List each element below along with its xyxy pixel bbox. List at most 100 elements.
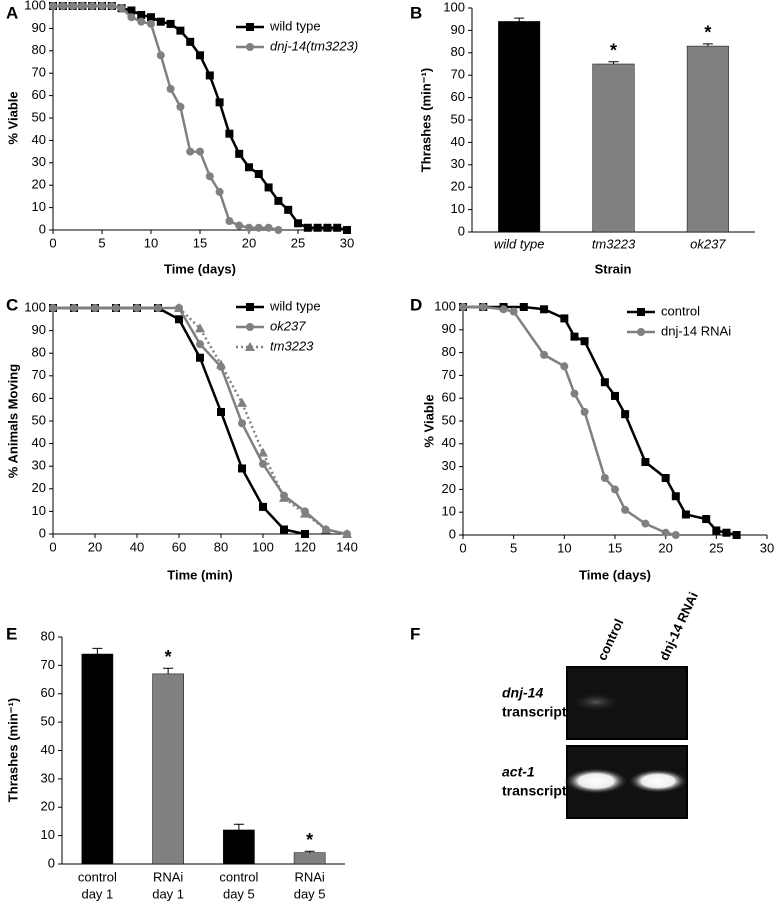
marker [274,226,283,234]
y-tick-label: 10 [41,827,55,842]
error-bar [304,850,315,853]
marker [68,2,77,10]
marker [641,519,650,528]
marker [580,337,589,346]
significance-marker: * [704,23,711,43]
marker [509,307,518,316]
y-tick-label: 50 [32,412,46,427]
marker [88,2,97,10]
x-tick-label: 20 [88,539,102,554]
x-tick-label: control [219,869,258,884]
y-tick-label: 0 [449,526,456,541]
y-tick-label: 100 [24,299,46,314]
y-tick-label: 90 [451,22,465,37]
x-axis-title: Time (min) [167,567,233,582]
bar [81,653,114,865]
bar [223,829,255,865]
marker [156,51,165,60]
marker [323,223,332,232]
marker [600,378,609,387]
marker [280,525,288,534]
y-tick-label: 20 [451,179,465,194]
marker [274,196,283,205]
series-line [463,305,737,537]
marker [196,353,204,362]
x-tick-label: 5 [98,235,105,250]
marker [671,492,680,501]
y-tick-label: 50 [451,111,465,126]
series-line [53,306,306,536]
marker [196,147,204,156]
marker [279,492,289,502]
marker [195,323,205,333]
marker [264,223,273,232]
marker [147,19,155,28]
marker [217,407,225,416]
y-tick-label: 80 [32,42,46,57]
marker [186,37,195,46]
marker [235,149,244,158]
series-line [463,305,677,537]
y-tick-label: 40 [32,435,46,450]
panel-letter: E [6,624,17,643]
series-line [178,307,348,536]
panel-letter: D [410,295,422,314]
y-tick-label: 60 [32,87,46,102]
marker [321,524,331,534]
marker [661,474,670,482]
marker [570,389,579,398]
y-tick-label: 70 [451,67,465,82]
legend-label: dnj-14 RNAi [661,323,731,338]
y-tick-label: 70 [32,65,46,80]
x-tick-label: RNAi [153,869,183,884]
marker [560,362,569,371]
y-tick-label: 70 [41,657,55,672]
x-tick-label: 80 [214,539,228,554]
y-tick-label: 30 [451,156,465,171]
row-label: act-1 [502,764,535,780]
marker [722,528,731,537]
y-tick-label: 80 [32,345,46,360]
y-axis-title: Thrashes (min⁻¹) [5,698,20,802]
marker [91,304,99,312]
y-tick-label: 90 [442,321,456,336]
marker [284,205,293,214]
marker [117,4,126,13]
error-bar [92,647,103,655]
marker [175,315,183,324]
marker [237,397,247,407]
panel-letter: F [410,624,420,643]
x-tick-label: day 1 [152,886,184,901]
x-tick-label: day 5 [294,886,326,901]
marker [245,342,255,351]
marker [225,129,234,138]
marker [235,221,244,230]
x-tick-label: day 1 [81,886,113,901]
x-tick-label: 40 [130,539,144,554]
row-label: dnj-14 [502,685,543,701]
y-tick-label: 100 [24,0,46,12]
marker [238,464,246,473]
x-tick-label: 20 [242,235,256,250]
marker [70,304,78,312]
y-tick-label: 90 [32,322,46,337]
x-tick-label: 120 [294,539,316,554]
error-bar [702,43,713,47]
y-tick-label: 80 [41,628,55,643]
significance-marker: * [306,830,313,850]
marker [300,508,310,518]
marker [246,303,254,311]
marker [499,305,508,314]
x-axis-title: Time (days) [164,261,236,276]
marker [166,84,175,93]
marker [215,187,224,196]
y-tick-label: 20 [32,480,46,495]
legend-label: ok237 [270,318,306,333]
y-tick-label: 50 [41,714,55,729]
marker [78,2,87,10]
marker [732,531,741,539]
y-tick-label: 30 [32,154,46,169]
marker [294,219,302,228]
x-tick-label: 10 [144,235,158,250]
